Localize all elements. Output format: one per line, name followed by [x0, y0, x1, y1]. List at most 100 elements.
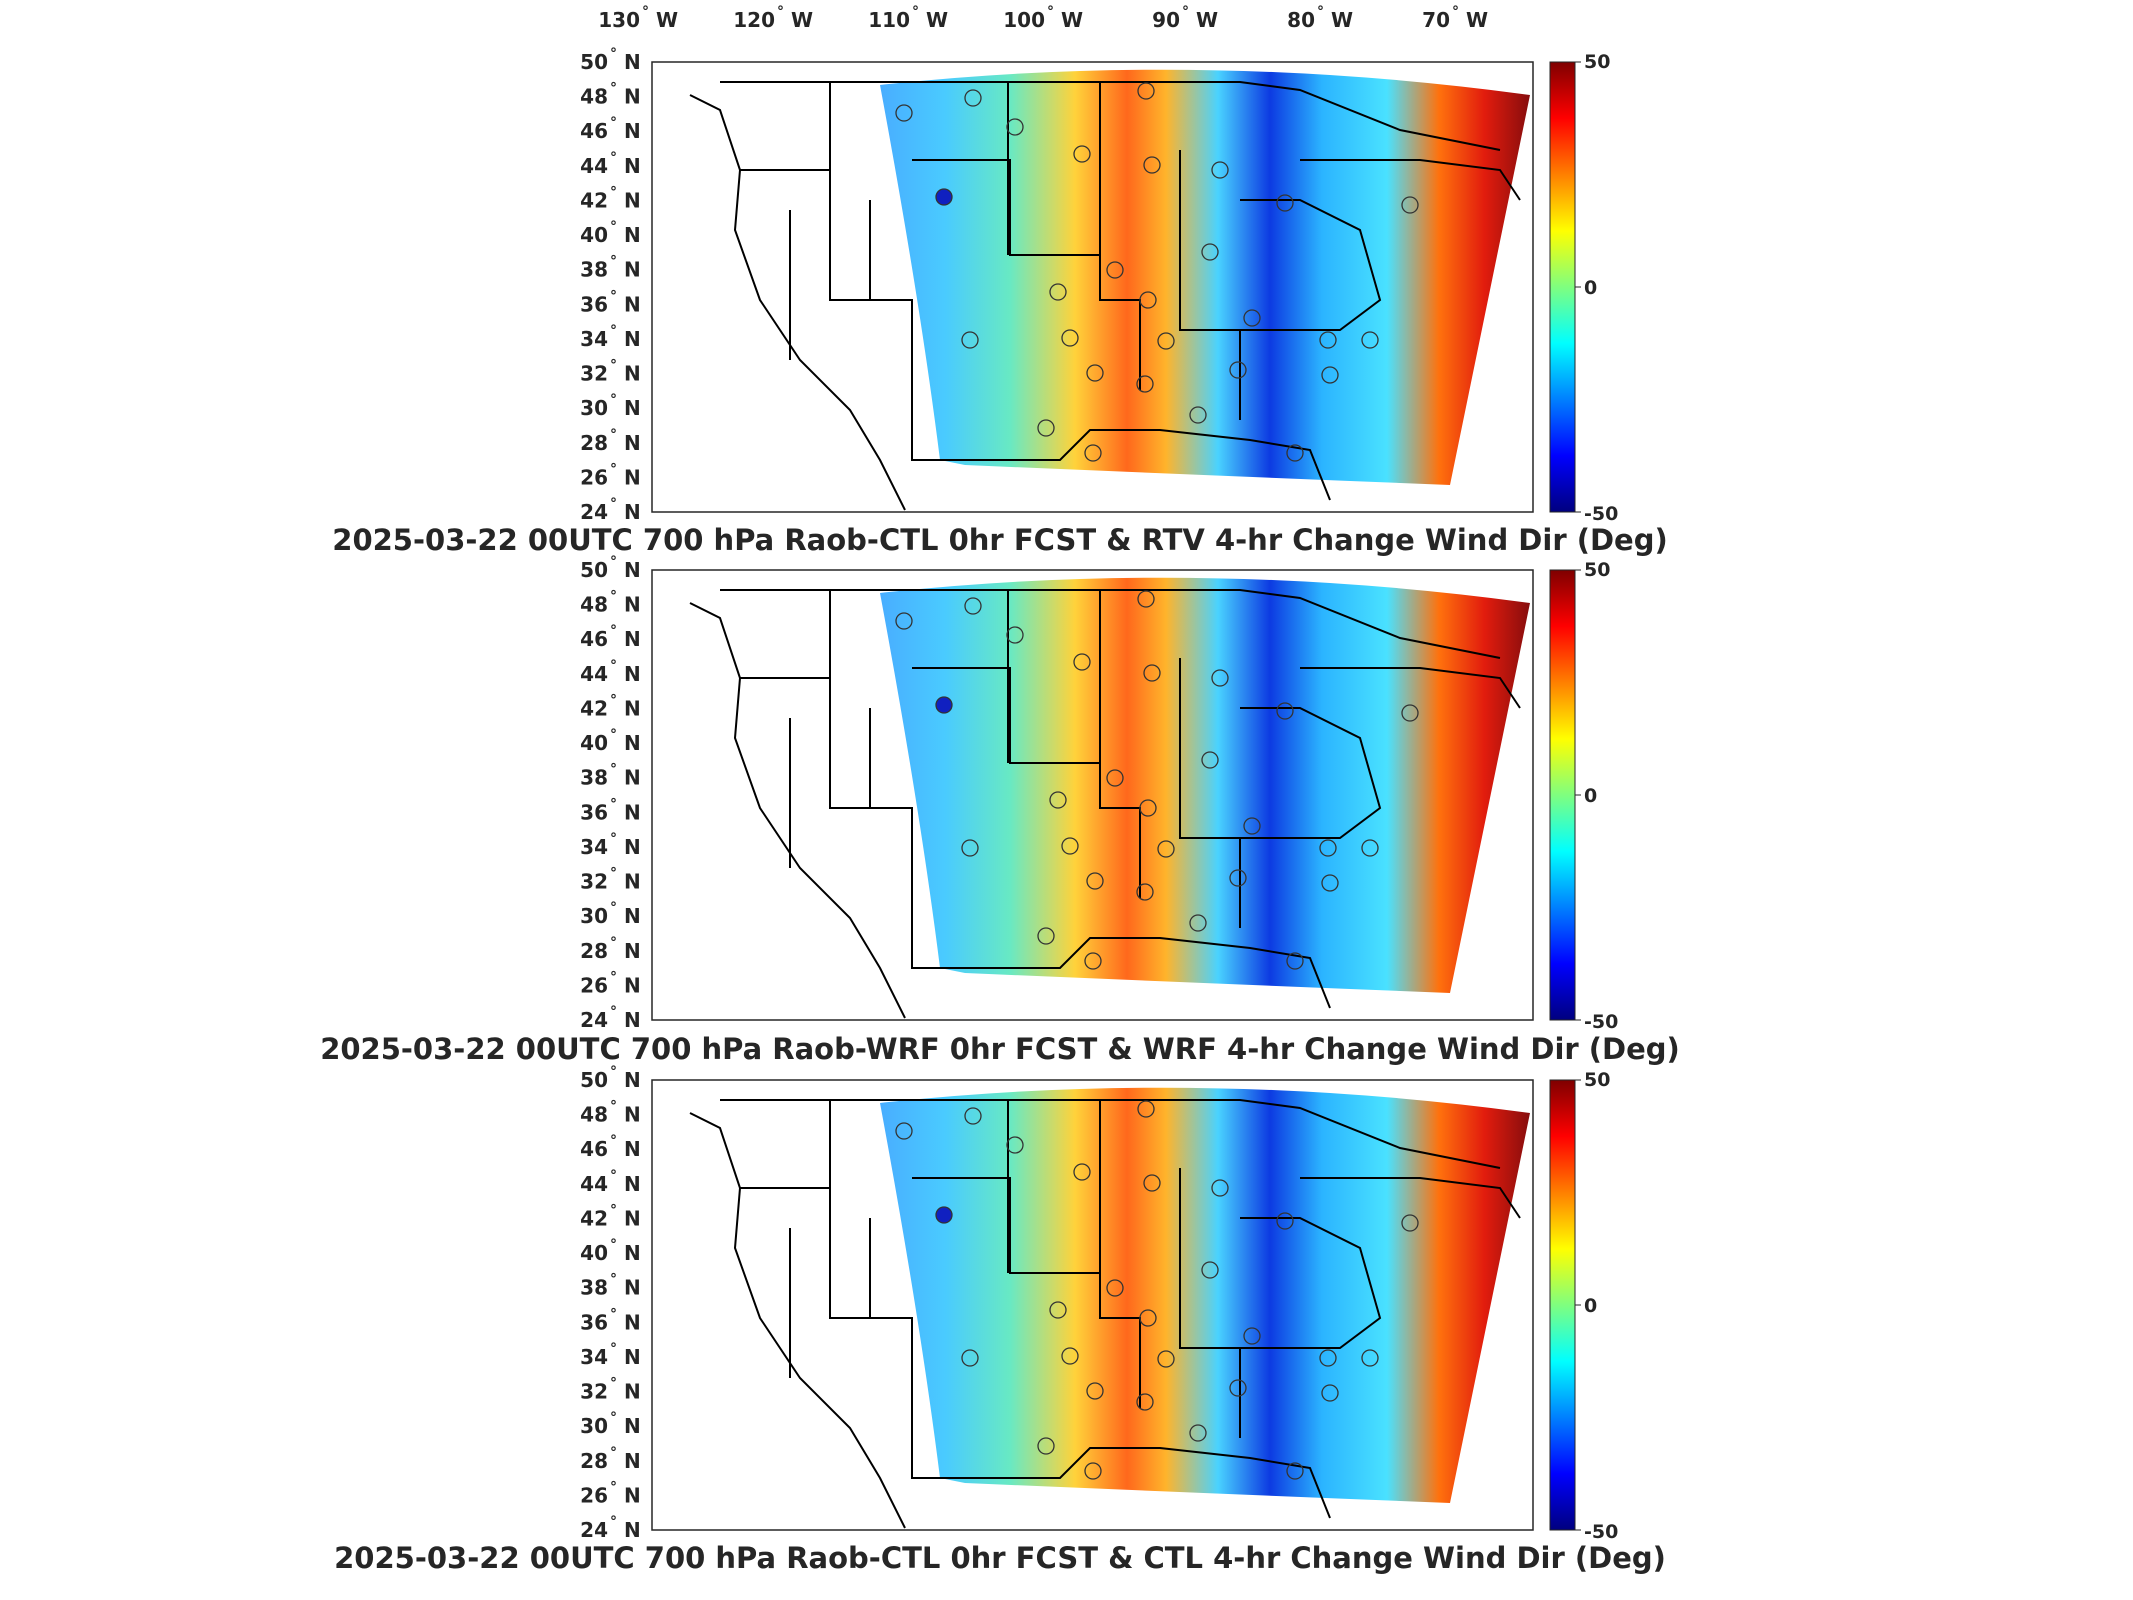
lat-tick-label: 46	[580, 1137, 608, 1161]
lat-hemisphere-label: N	[624, 50, 641, 74]
lat-hemisphere-label: N	[624, 119, 641, 143]
lat-hemisphere-label: N	[624, 1449, 641, 1473]
lat-tick-label: 48	[580, 593, 608, 617]
lat-degree-mark: °	[610, 392, 617, 408]
map-panel-1: 500-50 50 ° N48 ° N46 ° N44 ° N42 ° N40 ° N38 ° N36 ° N3…	[332, 46, 1667, 557]
lat-hemisphere-label: N	[624, 1241, 641, 1265]
lat-degree-mark: °	[610, 1445, 617, 1461]
colorbar-tick-label: 0	[1584, 785, 1597, 807]
lat-hemisphere-label: N	[624, 1483, 641, 1507]
lat-hemisphere-label: N	[624, 835, 641, 859]
lat-hemisphere-label: N	[624, 593, 641, 617]
lat-hemisphere-label: N	[624, 223, 641, 247]
lat-degree-mark: °	[610, 658, 617, 674]
lat-hemisphere-label: N	[624, 431, 641, 455]
lat-hemisphere-label: N	[624, 1103, 641, 1127]
lat-tick-label: 32	[580, 870, 608, 894]
lat-degree-mark: °	[610, 1237, 617, 1253]
lat-tick-label: 30	[580, 1414, 608, 1438]
lon-tick-label: 80	[1287, 8, 1315, 32]
raob-station-markers	[895, 82, 1419, 462]
lat-hemisphere-label: N	[624, 465, 641, 489]
lon-hemisphere-label: W	[791, 8, 813, 32]
lat-tick-label: 40	[580, 223, 608, 247]
colorbar-tick-label: -50	[1584, 503, 1618, 525]
lat-degree-mark: °	[610, 762, 617, 778]
lat-hemisphere-label: N	[624, 154, 641, 178]
lat-hemisphere-label: N	[624, 662, 641, 686]
lat-hemisphere-label: N	[624, 1518, 641, 1542]
lat-tick-label: 24	[580, 1518, 608, 1542]
lat-degree-mark: °	[610, 1202, 617, 1218]
lon-degree-mark: °	[1452, 4, 1459, 20]
lat-tick-label: 34	[580, 835, 608, 859]
lon-degree-mark: °	[1047, 4, 1054, 20]
lat-degree-mark: °	[610, 1099, 617, 1115]
lat-hemisphere-label: N	[624, 766, 641, 790]
lat-tick-label: 50	[580, 1068, 608, 1092]
lon-tick-label: 110	[868, 8, 910, 32]
lat-hemisphere-label: N	[624, 731, 641, 755]
lon-degree-mark: °	[912, 4, 919, 20]
lat-tick-label: 42	[580, 188, 608, 212]
colorbar-tick-label: -50	[1584, 1011, 1618, 1033]
lat-tick-label: 44	[580, 1172, 608, 1196]
lat-hemisphere-label: N	[624, 1008, 641, 1032]
lat-degree-mark: °	[610, 1514, 617, 1530]
colorbar	[1549, 569, 1576, 1021]
colorbar-tick-label: 50	[1584, 1069, 1610, 1091]
raob-station-markers	[895, 590, 1419, 970]
lon-degree-mark: °	[642, 4, 649, 20]
lon-degree-mark: °	[1317, 4, 1324, 20]
lat-degree-mark: °	[610, 496, 617, 512]
lat-degree-mark: °	[610, 692, 617, 708]
lat-hemisphere-label: N	[624, 627, 641, 651]
lat-tick-label: 30	[580, 904, 608, 928]
lat-degree-mark: °	[610, 1376, 617, 1392]
lat-hemisphere-label: N	[624, 1414, 641, 1438]
panel-title: 2025-03-22 00UTC 700 hPa Raob-CTL 0hr FC…	[332, 523, 1667, 557]
lat-degree-mark: °	[610, 1341, 617, 1357]
lat-hemisphere-label: N	[624, 696, 641, 720]
colorbar	[1549, 61, 1576, 513]
lat-hemisphere-label: N	[624, 258, 641, 282]
lat-degree-mark: °	[610, 461, 617, 477]
lat-hemisphere-label: N	[624, 327, 641, 351]
lat-tick-label: 28	[580, 431, 608, 455]
lat-degree-mark: °	[610, 1479, 617, 1495]
lat-tick-label: 42	[580, 1206, 608, 1230]
lat-degree-mark: °	[610, 900, 617, 916]
colorbar-tick-label: 0	[1584, 277, 1597, 299]
colorbar-tick-label: 50	[1584, 51, 1610, 73]
state-boundaries	[689, 1099, 1521, 1529]
lat-tick-label: 38	[580, 258, 608, 282]
lat-tick-label: 34	[580, 327, 608, 351]
map-panel-2: 500-50 50 ° N48 ° N46 ° N44 ° N42 ° N40 ° N38 ° N36 ° N3…	[320, 554, 1680, 1066]
lat-tick-label: 46	[580, 627, 608, 651]
lat-degree-mark: °	[610, 554, 617, 570]
lon-tick-label: 90	[1152, 8, 1180, 32]
lat-tick-label: 40	[580, 1241, 608, 1265]
lat-hemisphere-label: N	[624, 1068, 641, 1092]
lat-tick-label: 38	[580, 766, 608, 790]
lon-degree-mark: °	[1182, 4, 1189, 20]
state-boundaries	[689, 589, 1521, 1019]
raob-station-marker-filled	[935, 696, 953, 714]
lat-tick-label: 26	[580, 465, 608, 489]
lat-tick-label: 36	[580, 800, 608, 824]
lat-tick-label: 42	[580, 696, 608, 720]
lat-degree-mark: °	[610, 358, 617, 374]
lon-hemisphere-label: W	[1061, 8, 1083, 32]
lat-degree-mark: °	[610, 184, 617, 200]
lat-hemisphere-label: N	[624, 558, 641, 582]
lon-hemisphere-label: W	[926, 8, 948, 32]
raob-station-marker-filled	[935, 188, 953, 206]
lon-hemisphere-label: W	[1466, 8, 1488, 32]
panel-title: 2025-03-22 00UTC 700 hPa Raob-WRF 0hr FC…	[320, 1032, 1680, 1066]
lat-hemisphere-label: N	[624, 1137, 641, 1161]
state-boundaries	[689, 81, 1521, 511]
lat-degree-mark: °	[610, 866, 617, 882]
lat-degree-mark: °	[610, 1133, 617, 1149]
lat-hemisphere-label: N	[624, 973, 641, 997]
lat-tick-label: 28	[580, 939, 608, 963]
